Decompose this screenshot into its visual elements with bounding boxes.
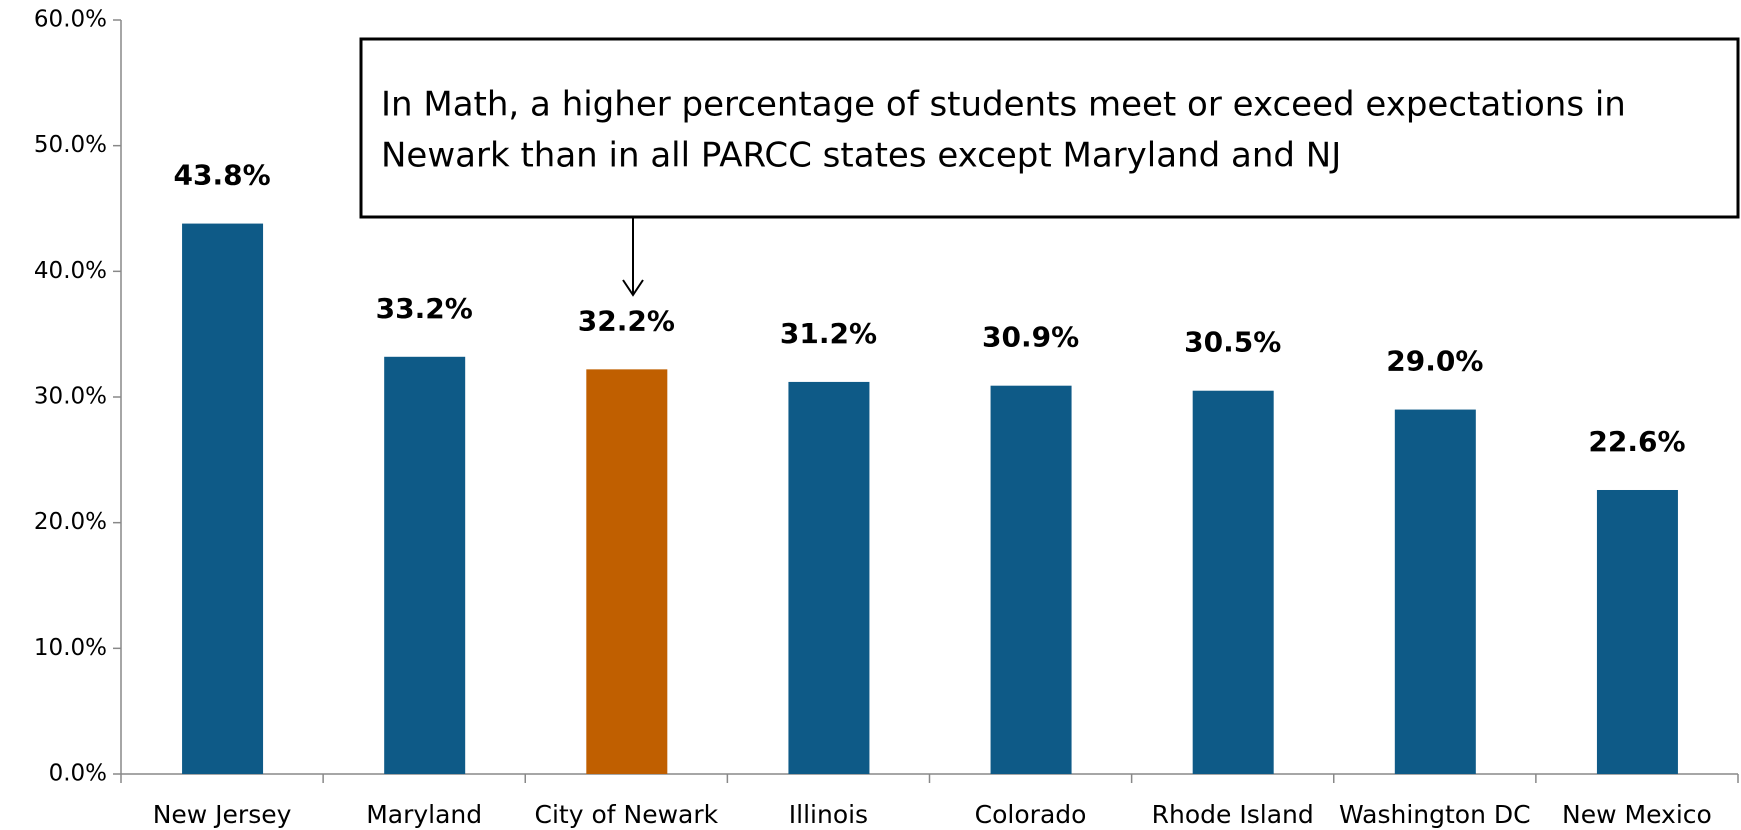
x-tick-label: New Mexico [1562,800,1712,829]
annotation-box [359,37,1740,219]
bar [990,385,1072,774]
y-tick-label: 0.0% [49,761,107,787]
annotation-arrowhead [622,279,644,297]
value-label: 32.2% [578,304,675,337]
bar [384,356,466,774]
y-tick-label: 60.0% [34,7,107,33]
value-label: 30.5% [1184,326,1281,359]
value-label: 29.0% [1386,345,1483,378]
bar [1596,489,1678,774]
y-tick-label: 30.0% [34,384,107,410]
x-tick-label: Colorado [975,800,1087,829]
value-label: 22.6% [1588,425,1685,458]
y-tick-label: 10.0% [34,635,107,661]
bar [586,369,668,774]
bar [788,381,870,774]
x-tick-label: Rhode Island [1152,800,1314,829]
x-tick-label: New Jersey [153,800,292,829]
y-tick-label: 40.0% [34,258,107,284]
y-tick-label: 20.0% [34,509,107,535]
x-tick-label: Illinois [789,800,868,829]
value-label: 30.9% [982,321,1079,354]
annotation-text: In Math, a higher percentage of students… [381,85,1626,125]
annotation-text: Newark than in all PARCC states except M… [381,136,1341,176]
value-label: 43.8% [173,159,270,192]
bar [182,223,264,774]
y-tick-label: 50.0% [34,132,107,158]
x-tick-label: City of Newark [535,800,719,829]
value-label: 33.2% [376,292,473,325]
x-tick-label: Washington DC [1339,800,1531,829]
value-label: 31.2% [780,317,877,350]
x-tick-label: Maryland [366,800,482,829]
bar [1394,409,1476,774]
bar [1192,390,1274,774]
